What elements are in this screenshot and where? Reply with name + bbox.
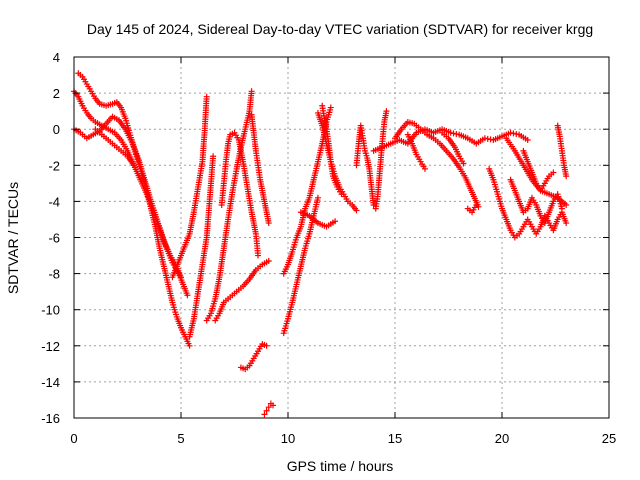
series-arc22 bbox=[404, 131, 428, 172]
y-tick-label: 0 bbox=[53, 122, 60, 137]
data-point bbox=[353, 207, 360, 214]
x-axis-label: GPS time / hours bbox=[287, 458, 394, 474]
series-arc11 bbox=[248, 111, 272, 227]
data-point bbox=[255, 252, 262, 259]
grid bbox=[74, 57, 609, 418]
series-arc13 bbox=[280, 194, 321, 337]
data-point bbox=[383, 108, 390, 115]
data-point bbox=[481, 135, 488, 142]
data-point bbox=[563, 220, 570, 227]
series-arc20 bbox=[392, 118, 482, 210]
data-point bbox=[563, 173, 570, 180]
data-point bbox=[332, 218, 339, 225]
y-tick-label: -2 bbox=[48, 158, 60, 173]
data-point bbox=[130, 162, 137, 169]
data-point bbox=[524, 137, 531, 144]
series-arc8 bbox=[212, 257, 272, 324]
series-arc27 bbox=[520, 147, 557, 194]
data-point bbox=[265, 404, 272, 411]
series-arc1 bbox=[71, 88, 191, 299]
data-point bbox=[421, 165, 428, 172]
y-tick-label: -8 bbox=[48, 267, 60, 282]
data-points bbox=[71, 70, 570, 418]
axis-ticks: 0 5 10 15 20 25 -16 -14 -12 -10 -8 -6 -4 -2 0 2 4 bbox=[41, 50, 616, 446]
data-point bbox=[263, 342, 270, 349]
series-arc15 bbox=[314, 109, 360, 214]
x-tick-label: 0 bbox=[70, 431, 77, 446]
series-arc3 bbox=[71, 113, 184, 281]
data-point bbox=[550, 169, 557, 176]
series-arc5 bbox=[169, 93, 210, 281]
series-arc6 bbox=[186, 153, 217, 340]
data-point bbox=[261, 411, 268, 418]
x-tick-label: 20 bbox=[495, 431, 509, 446]
data-point bbox=[184, 292, 191, 299]
series-arc12 bbox=[261, 400, 277, 418]
x-tick-label: 10 bbox=[281, 431, 295, 446]
data-point bbox=[510, 130, 517, 137]
y-tick-label: -16 bbox=[41, 411, 60, 426]
y-tick-label: 2 bbox=[53, 86, 60, 101]
y-tick-label: -12 bbox=[41, 339, 60, 354]
data-point bbox=[186, 342, 193, 349]
x-tick-label: 15 bbox=[388, 431, 402, 446]
series-arc26 bbox=[554, 122, 570, 180]
data-point bbox=[450, 130, 457, 137]
series-arc10 bbox=[237, 340, 270, 373]
series-arc25 bbox=[507, 176, 565, 227]
series-arc23 bbox=[486, 165, 570, 241]
data-point bbox=[507, 129, 514, 136]
data-point bbox=[460, 160, 467, 167]
series-arc21 bbox=[439, 129, 467, 167]
data-point bbox=[265, 257, 272, 264]
data-point bbox=[327, 104, 334, 111]
data-point bbox=[263, 407, 270, 414]
data-point bbox=[178, 274, 184, 281]
data-point bbox=[210, 153, 217, 160]
data-point bbox=[473, 202, 480, 209]
data-point bbox=[453, 131, 460, 138]
data-point bbox=[265, 220, 272, 227]
y-tick-label: -14 bbox=[41, 375, 60, 390]
data-point bbox=[248, 88, 255, 95]
series-arc16 bbox=[319, 102, 345, 198]
y-tick-label: -10 bbox=[41, 303, 60, 318]
series-arc18 bbox=[353, 108, 390, 212]
chart-title: Day 145 of 2024, Sidereal Day-to-day VTE… bbox=[87, 21, 593, 37]
series-arc2 bbox=[75, 70, 193, 349]
data-point bbox=[447, 129, 454, 136]
data-point bbox=[563, 202, 570, 209]
series-arc28 bbox=[464, 202, 480, 216]
y-axis-label: SDTVAR / TECUs bbox=[5, 182, 21, 294]
x-tick-label: 5 bbox=[177, 431, 184, 446]
data-point bbox=[338, 191, 345, 198]
data-point bbox=[513, 131, 520, 138]
series-arc14 bbox=[280, 104, 334, 277]
data-point bbox=[314, 194, 321, 201]
y-tick-label: -6 bbox=[48, 231, 60, 246]
x-tick-label: 25 bbox=[602, 431, 616, 446]
y-tick-label: 4 bbox=[53, 50, 60, 65]
data-point bbox=[203, 93, 210, 100]
data-point bbox=[484, 135, 491, 142]
data-point bbox=[270, 402, 277, 409]
y-tick-label: -4 bbox=[48, 194, 60, 209]
series-arc17 bbox=[297, 209, 339, 230]
data-point bbox=[558, 205, 565, 212]
series-arc4 bbox=[92, 126, 137, 169]
series-arc9 bbox=[218, 129, 262, 259]
